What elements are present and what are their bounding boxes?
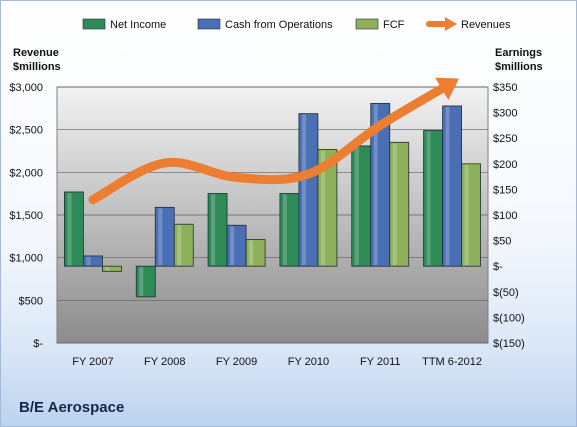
- right-tick-label: $50: [493, 236, 511, 248]
- bar-cash-from-operations: [226, 224, 247, 267]
- legend-swatch-fcf: [355, 18, 379, 30]
- bar-cash-from-operations: [442, 105, 462, 267]
- revenue-line: [88, 77, 459, 205]
- bar-cash-from-operations: [154, 206, 175, 267]
- bar-highlight: [445, 106, 450, 266]
- bar-highlight: [426, 131, 431, 266]
- category-label: FY 2007: [72, 356, 113, 368]
- left-tick-label: $1,000: [9, 253, 43, 265]
- legend-label-net-income: Net Income: [110, 19, 166, 31]
- left-tick-label: $500: [19, 295, 43, 307]
- right-axis-title-line2: $millions: [495, 61, 543, 73]
- bar-highlight: [177, 225, 182, 266]
- right-tick-label: $(150): [493, 338, 525, 350]
- bar-fcf: [173, 223, 194, 267]
- bar-highlight: [139, 267, 144, 296]
- right-axis-title-line1: Earnings: [495, 47, 542, 59]
- bar-highlight: [282, 194, 287, 266]
- right-tick-label: $150: [493, 184, 517, 196]
- right-tick-label: $(50): [493, 287, 519, 299]
- left-tick-label: $2,000: [9, 167, 43, 179]
- revenue-line-path: [88, 78, 457, 205]
- legend-swatch-revenues-arrow: [445, 17, 457, 31]
- legend-swatch-net-income: [82, 18, 106, 30]
- right-tick-label: $200: [493, 159, 517, 171]
- left-tick-label: $2,500: [9, 125, 43, 137]
- bar-highlight: [464, 164, 469, 266]
- bar-net-income: [423, 130, 443, 267]
- left-tick-label: $-: [33, 338, 43, 350]
- bar-highlight: [392, 143, 397, 266]
- category-label: FY 2010: [288, 356, 329, 368]
- category-label: TTM 6-2012: [422, 356, 482, 368]
- left-tick-label: $1,500: [9, 210, 43, 222]
- company-name: B/E Aerospace: [19, 399, 125, 416]
- gridlines: [57, 86, 488, 344]
- right-tick-label: $(100): [493, 312, 525, 324]
- left-tick-label: $3,000: [9, 82, 43, 94]
- right-tick-label: $300: [493, 108, 517, 120]
- bar-fcf: [245, 239, 266, 267]
- bar-fcf: [102, 265, 122, 272]
- category-label: FY 2011: [360, 356, 401, 368]
- revenue-arrowhead: [435, 77, 459, 101]
- left-axis-title-line1: Revenue: [13, 47, 59, 59]
- right-tick-label: $250: [493, 133, 517, 145]
- right-tick-label: $350: [493, 82, 517, 94]
- right-tick-label: $-: [493, 261, 503, 273]
- legend: Net Income Cash from Operations FCF Revenue…: [82, 17, 511, 31]
- bar-fcf: [461, 163, 481, 267]
- right-tick-label: $100: [493, 210, 517, 222]
- bar-highlight: [373, 104, 378, 266]
- left-axis-title-line2: $millions: [13, 61, 61, 73]
- legend-label-cash-from-operations: Cash from Operations: [225, 19, 333, 31]
- bar-highlight: [158, 208, 163, 266]
- category-label: FY 2009: [216, 356, 257, 368]
- bar-highlight: [301, 114, 306, 266]
- bar-cash-from-operations: [298, 113, 319, 267]
- bar-net-income: [279, 193, 300, 267]
- bar-highlight: [320, 150, 325, 266]
- bar-fcf: [389, 141, 410, 267]
- legend-label-revenues: Revenues: [461, 19, 511, 31]
- bar-net-income: [351, 145, 372, 267]
- bars: [64, 102, 481, 298]
- bar-highlight: [249, 240, 254, 266]
- bar-highlight: [211, 194, 216, 266]
- bar-net-income: [64, 191, 84, 267]
- legend-swatch-cash-from-operations: [197, 18, 221, 30]
- bar-highlight: [105, 267, 110, 271]
- axis-labels: $- $500 $1,000 $1,500 $2,000 $2,500 $3,000 $(15…: [9, 82, 524, 368]
- bar-highlight: [86, 256, 91, 266]
- bar-net-income: [207, 193, 228, 267]
- bar-net-income: [135, 265, 156, 298]
- bar-fcf: [317, 149, 338, 267]
- legend-label-fcf: FCF: [383, 19, 405, 31]
- category-label: FY 2008: [144, 356, 185, 368]
- bar-highlight: [230, 226, 235, 266]
- bar-highlight: [354, 146, 359, 266]
- bar-cash-from-operations: [83, 255, 103, 267]
- bar-highlight: [67, 192, 72, 266]
